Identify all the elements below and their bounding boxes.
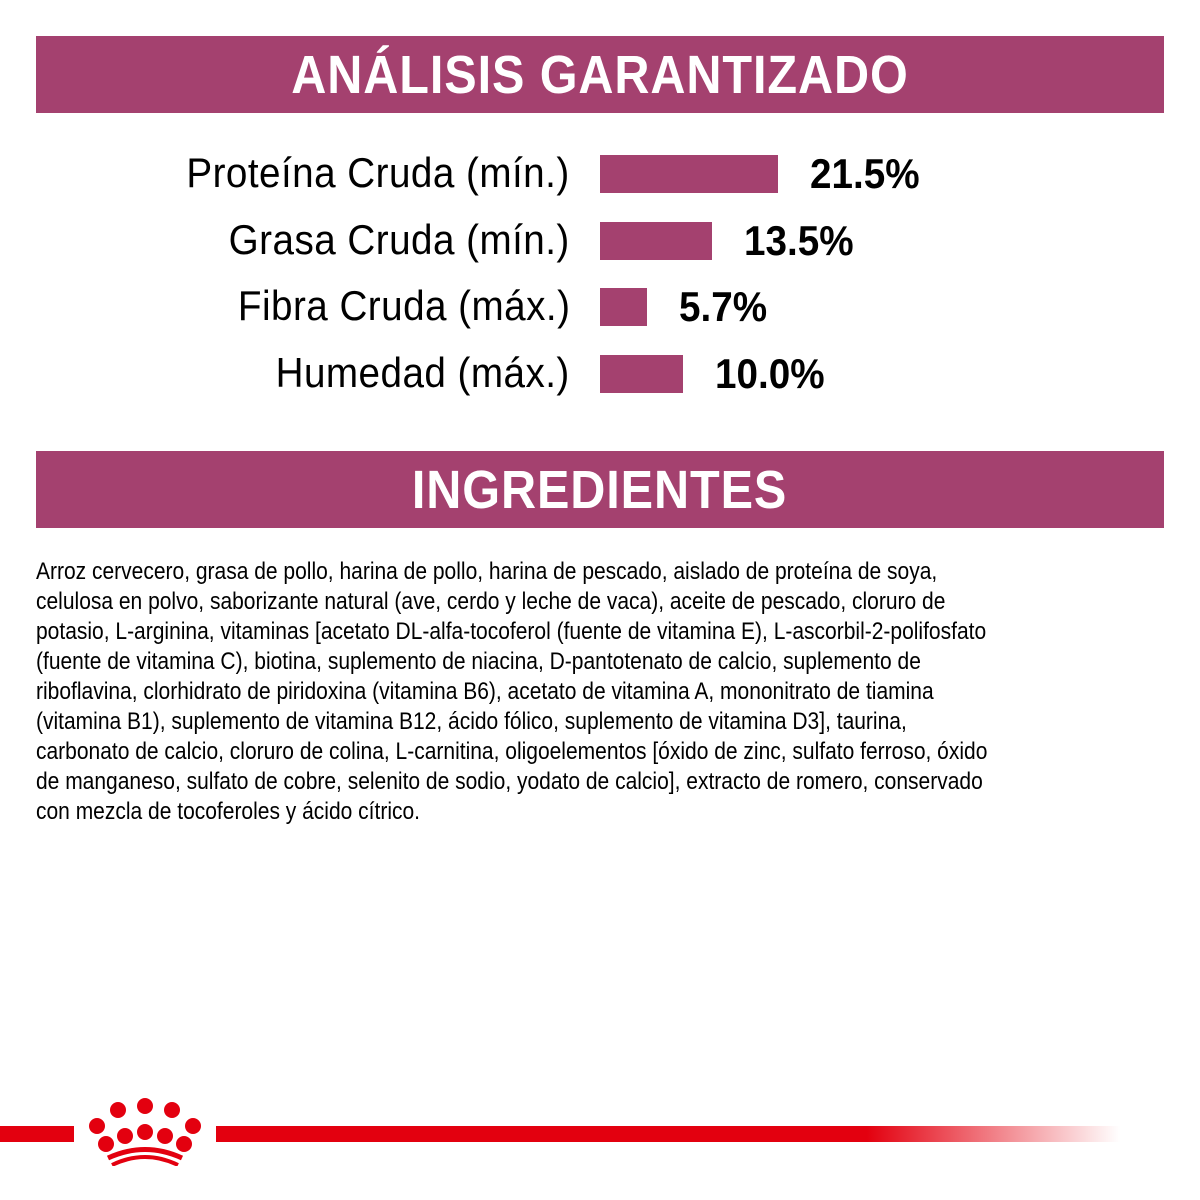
analysis-row: Fibra Cruda (máx.) 5.7% [0,282,1200,330]
ingredients-line: (fuente de vitamina C), biotina, supleme… [36,648,921,675]
nutrient-label: Fibra Cruda (máx.) [237,282,570,329]
analysis-header: ANÁLISIS GARANTIZADO [36,36,1164,113]
nutrient-label: Grasa Cruda (mín.) [228,216,570,263]
analysis-row: Proteína Cruda (mín.) 21.5% [0,149,1200,197]
ingredients-line: con mezcla de tocoferoles y ácido cítric… [36,798,421,825]
nutrient-bar [600,155,778,193]
ingredients-text: Arroz cervecero, grasa de pollo, harina … [36,557,1200,827]
nutrient-label: Humedad (máx.) [275,349,570,396]
brand-line-right [216,1126,1120,1142]
nutrient-value: 5.7% [679,283,768,330]
nutrient-value: 10.0% [715,350,825,397]
ingredients-header: INGREDIENTES [36,451,1164,528]
ingredients-line: de manganeso, sulfato de cobre, selenito… [36,768,983,795]
ingredients-line: celulosa en polvo, saborizante natural (… [36,588,946,615]
ingredients-line: Arroz cervecero, grasa de pollo, harina … [36,558,938,585]
ingredients-title: INGREDIENTES [412,459,788,520]
brand-line-left [0,1126,74,1142]
nutrient-bar [600,288,647,326]
royal-canin-crown-icon [89,1098,201,1166]
nutrient-value: 21.5% [810,150,920,197]
analysis-title: ANÁLISIS GARANTIZADO [291,44,909,105]
nutrient-value: 13.5% [744,217,854,264]
analysis-row: Humedad (máx.) 10.0% [0,349,1200,397]
ingredients-line: potasio, L-arginina, vitaminas [acetato … [36,618,987,645]
ingredients-line: carbonato de calcio, cloruro de colina, … [36,738,988,765]
nutrient-bar [600,355,683,393]
ingredients-line: (vitamina B1), suplemento de vitamina B1… [36,708,907,735]
analysis-row: Grasa Cruda (mín.) 13.5% [0,216,1200,264]
nutrient-label: Proteína Cruda (mín.) [186,149,570,196]
ingredients-line: riboflavina, clorhidrato de piridoxina (… [36,678,934,705]
nutrient-bar [600,222,712,260]
